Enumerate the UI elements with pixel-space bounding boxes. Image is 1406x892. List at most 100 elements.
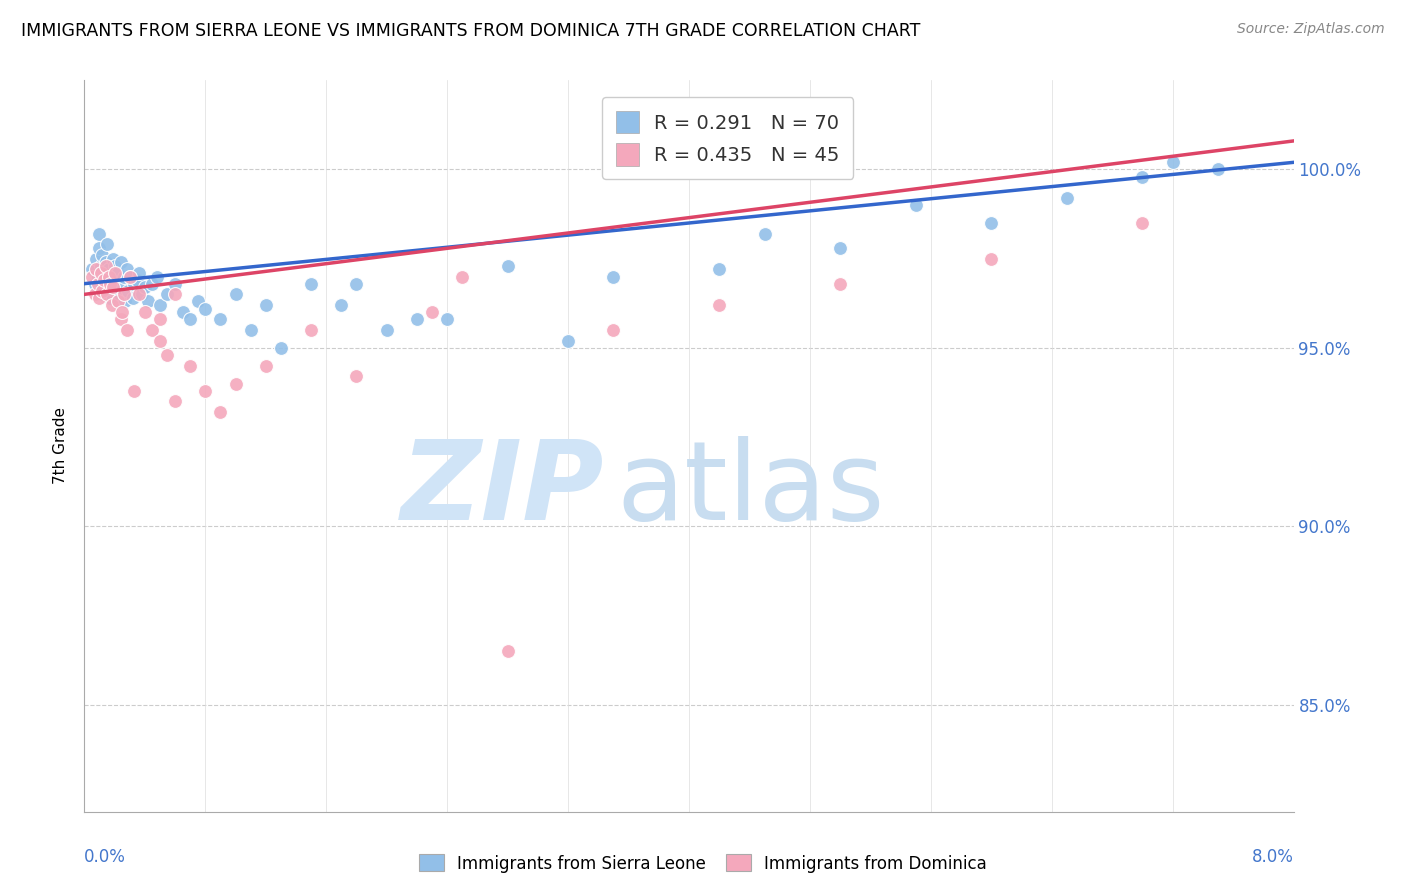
- Point: [115, 262, 138, 277]
- Point: [1132, 216, 1154, 230]
- Point: [754, 227, 776, 241]
- Point: [346, 277, 368, 291]
- Point: [100, 277, 122, 291]
- Point: [104, 259, 127, 273]
- Point: [602, 269, 624, 284]
- Point: [96, 280, 118, 294]
- Point: [105, 273, 128, 287]
- Point: [121, 291, 143, 305]
- Point: [89, 291, 111, 305]
- Point: [112, 269, 135, 284]
- Point: [101, 252, 124, 266]
- Point: [209, 405, 232, 419]
- Point: [101, 280, 124, 294]
- Point: [128, 266, 150, 280]
- Point: [91, 248, 114, 262]
- Point: [225, 376, 247, 391]
- Point: [93, 273, 115, 287]
- Point: [104, 266, 127, 280]
- Point: [89, 227, 111, 241]
- Point: [179, 312, 201, 326]
- Point: [110, 255, 132, 269]
- Point: [225, 287, 247, 301]
- Point: [1161, 155, 1184, 169]
- Point: [93, 273, 115, 287]
- Text: 0.0%: 0.0%: [84, 848, 127, 866]
- Point: [93, 266, 115, 280]
- Point: [87, 269, 110, 284]
- Point: [107, 294, 129, 309]
- Point: [86, 252, 108, 266]
- Point: [830, 277, 852, 291]
- Point: [146, 269, 169, 284]
- Point: [97, 269, 120, 284]
- Point: [97, 262, 120, 277]
- Text: ZIP: ZIP: [401, 436, 605, 543]
- Point: [270, 341, 292, 355]
- Point: [84, 277, 107, 291]
- Point: [104, 284, 127, 298]
- Point: [86, 262, 108, 277]
- Point: [94, 255, 117, 269]
- Point: [904, 198, 927, 212]
- Point: [114, 294, 136, 309]
- Point: [980, 252, 1002, 266]
- Point: [90, 259, 112, 273]
- Point: [134, 305, 156, 319]
- Point: [96, 237, 118, 252]
- Point: [96, 287, 118, 301]
- Point: [111, 277, 134, 291]
- Point: [112, 287, 135, 301]
- Point: [122, 277, 145, 291]
- Point: [94, 259, 117, 273]
- Point: [80, 269, 103, 284]
- Legend: Immigrants from Sierra Leone, Immigrants from Dominica: Immigrants from Sierra Leone, Immigrants…: [412, 847, 994, 880]
- Point: [406, 312, 429, 326]
- Y-axis label: 7th Grade: 7th Grade: [53, 408, 69, 484]
- Point: [111, 305, 134, 319]
- Point: [87, 277, 110, 291]
- Point: [136, 294, 159, 309]
- Point: [209, 312, 232, 326]
- Point: [420, 305, 443, 319]
- Point: [194, 301, 217, 316]
- Point: [128, 287, 150, 301]
- Point: [98, 291, 121, 305]
- Point: [118, 269, 141, 284]
- Point: [254, 298, 277, 312]
- Text: Source: ZipAtlas.com: Source: ZipAtlas.com: [1237, 22, 1385, 37]
- Point: [80, 262, 103, 277]
- Point: [179, 359, 201, 373]
- Point: [187, 294, 209, 309]
- Point: [557, 334, 579, 348]
- Point: [165, 287, 187, 301]
- Point: [149, 312, 172, 326]
- Point: [709, 262, 731, 277]
- Point: [149, 298, 172, 312]
- Point: [254, 359, 277, 373]
- Point: [98, 277, 121, 291]
- Point: [1206, 162, 1229, 177]
- Point: [134, 280, 156, 294]
- Point: [436, 312, 458, 326]
- Point: [980, 216, 1002, 230]
- Point: [141, 277, 163, 291]
- Point: [1056, 191, 1078, 205]
- Point: [375, 323, 398, 337]
- Point: [84, 287, 107, 301]
- Point: [131, 287, 153, 301]
- Point: [100, 298, 122, 312]
- Point: [141, 323, 163, 337]
- Point: [115, 323, 138, 337]
- Point: [496, 259, 519, 273]
- Point: [127, 273, 149, 287]
- Point: [709, 298, 731, 312]
- Text: 8.0%: 8.0%: [1251, 848, 1294, 866]
- Text: IMMIGRANTS FROM SIERRA LEONE VS IMMIGRANTS FROM DOMINICA 7TH GRADE CORRELATION C: IMMIGRANTS FROM SIERRA LEONE VS IMMIGRAN…: [21, 22, 921, 40]
- Point: [89, 241, 111, 255]
- Point: [239, 323, 262, 337]
- Point: [117, 284, 139, 298]
- Point: [91, 284, 114, 298]
- Point: [330, 298, 353, 312]
- Point: [830, 241, 852, 255]
